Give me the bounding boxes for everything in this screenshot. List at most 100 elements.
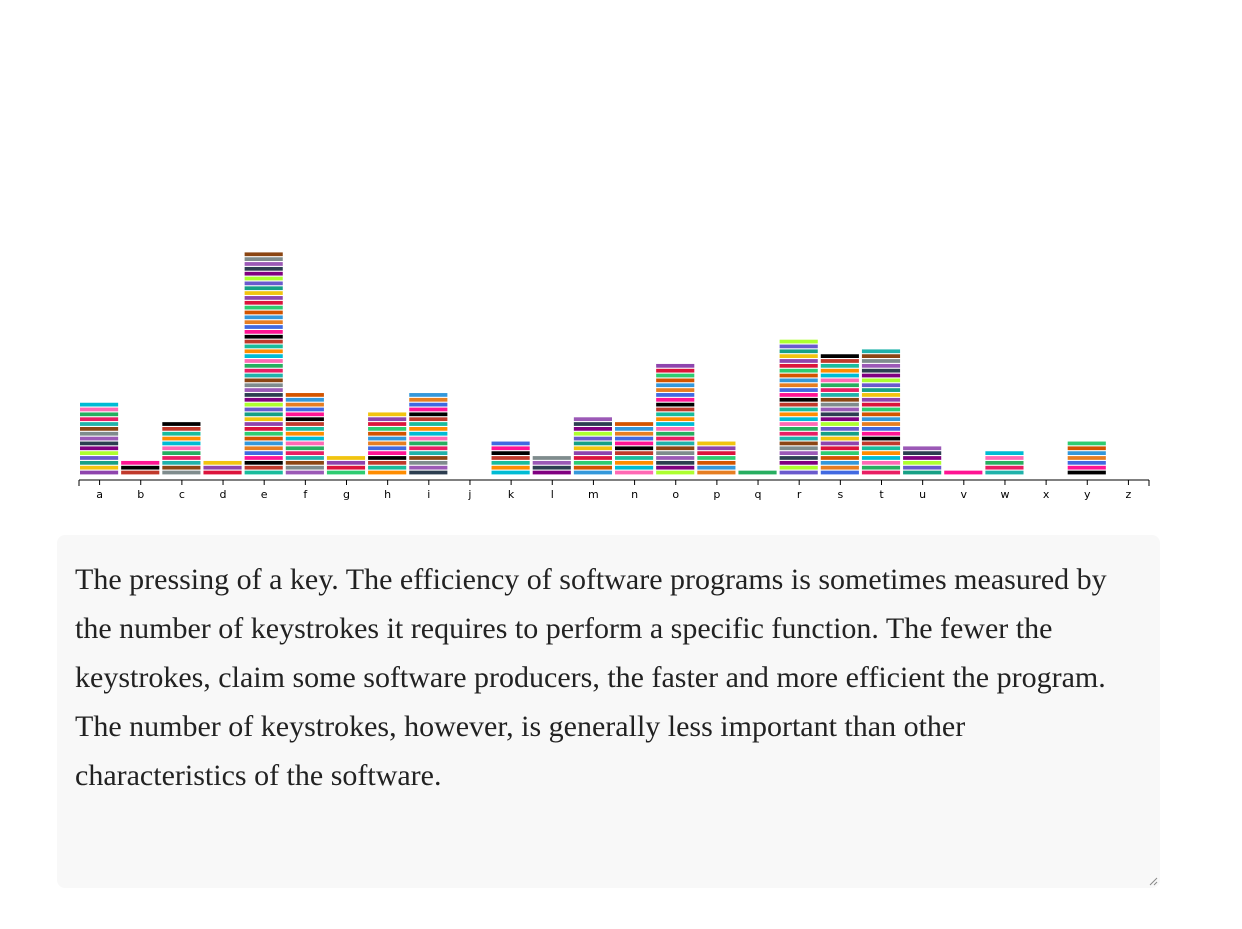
bar-segment-o [656, 393, 695, 397]
bar-segment-e [244, 349, 283, 354]
bar-segment-k [491, 451, 530, 455]
bar-segment-t [861, 354, 901, 358]
bar-segment-l [532, 456, 571, 460]
x-tick-label-p: p [713, 488, 720, 501]
bar-segment-f [285, 451, 324, 455]
bar-segment-u [903, 456, 942, 460]
bar-p [697, 441, 736, 475]
bar-segment-o [656, 460, 695, 465]
bar-segment-o [656, 456, 695, 460]
bar-segment-m [573, 470, 612, 475]
bar-segment-h [368, 451, 407, 455]
bar-segment-f [285, 460, 324, 465]
x-tick-label-d: d [220, 488, 227, 501]
bar-segment-o [656, 451, 695, 455]
bar-segment-n [615, 460, 654, 465]
bar-segment-o [656, 412, 695, 417]
definition-textarea[interactable]: The pressing of a key. The efficiency of… [57, 535, 1160, 888]
bar-segment-t [861, 388, 901, 392]
bar-segment-s [820, 470, 859, 475]
bar-segment-e [244, 296, 283, 300]
bar-segment-s [820, 378, 859, 383]
bar-segment-e [244, 402, 283, 407]
bar-segment-u [903, 470, 942, 475]
bar-segment-e [244, 373, 283, 378]
bar-segment-e [244, 470, 283, 475]
bar-segment-e [244, 344, 283, 349]
bar-segment-s [820, 441, 859, 446]
bar-segment-e [244, 291, 283, 295]
bar-segment-f [285, 427, 324, 431]
bar-segment-o [656, 378, 695, 383]
bars-group [80, 252, 1106, 475]
bar-segment-t [861, 397, 901, 402]
bar-segment-e [244, 315, 283, 320]
bar-segment-w [985, 460, 1024, 465]
bar-segment-r [779, 451, 818, 455]
bar-o [656, 363, 695, 475]
bar-segment-h [368, 427, 407, 431]
bar-segment-f [285, 412, 324, 417]
bar-segment-s [820, 368, 859, 373]
x-tick-label-w: w [1000, 488, 1009, 501]
bar-segment-r [779, 412, 818, 417]
bar-segment-t [861, 422, 901, 426]
bar-segment-e [244, 339, 283, 344]
bar-segment-c [162, 460, 201, 465]
bar-segment-c [162, 451, 201, 455]
bar-segment-c [162, 422, 201, 426]
bar-segment-q [738, 470, 777, 475]
bar-segment-o [656, 446, 695, 451]
bar-segment-s [820, 417, 859, 422]
bar-g [326, 456, 366, 475]
bar-segment-r [779, 446, 818, 451]
bar-segment-h [368, 465, 407, 470]
bar-segment-u [903, 446, 942, 451]
bar-d [203, 460, 242, 475]
bar-segment-a [80, 422, 119, 426]
bar-segment-t [861, 363, 901, 368]
bar-segment-e [244, 393, 283, 397]
bar-segment-s [820, 456, 859, 460]
bar-segment-e [244, 300, 283, 305]
bar-v [944, 470, 983, 475]
bar-segment-t [861, 451, 901, 455]
bar-segment-t [861, 431, 901, 436]
bar-segment-y [1067, 465, 1106, 470]
bar-segment-i [409, 446, 448, 451]
bar-segment-t [861, 441, 901, 446]
x-tick-label-j: j [467, 488, 471, 501]
bar-segment-c [162, 465, 201, 470]
bar-segment-w [985, 456, 1024, 460]
x-tick-label-v: v [961, 488, 968, 501]
x-tick-label-i: i [427, 488, 430, 501]
bar-segment-c [162, 427, 201, 431]
bar-segment-s [820, 460, 859, 465]
bar-segment-y [1067, 451, 1106, 455]
bar-segment-d [203, 470, 242, 475]
bar-segment-h [368, 431, 407, 436]
bar-segment-g [326, 470, 366, 475]
bar-segment-t [861, 368, 901, 373]
bar-segment-c [162, 470, 201, 475]
bar-segment-t [861, 465, 901, 470]
bar-segment-t [861, 373, 901, 378]
bar-segment-n [615, 446, 654, 451]
bar-segment-n [615, 465, 654, 470]
x-tick-label-x: x [1043, 488, 1050, 501]
bar-segment-e [244, 359, 283, 363]
resize-handle-icon[interactable] [1148, 876, 1158, 886]
bar-segment-e [244, 460, 283, 465]
bar-segment-e [244, 286, 283, 291]
bar-segment-s [820, 427, 859, 431]
bar-segment-t [861, 349, 901, 354]
bar-segment-a [80, 431, 119, 436]
bar-segment-r [779, 388, 818, 392]
bar-segment-a [80, 402, 119, 407]
bar-segment-t [861, 456, 901, 460]
bar-segment-e [244, 305, 283, 310]
bar-segment-f [285, 441, 324, 446]
bar-segment-e [244, 262, 283, 266]
bar-segment-e [244, 383, 283, 388]
x-tick-label-e: e [261, 488, 268, 501]
